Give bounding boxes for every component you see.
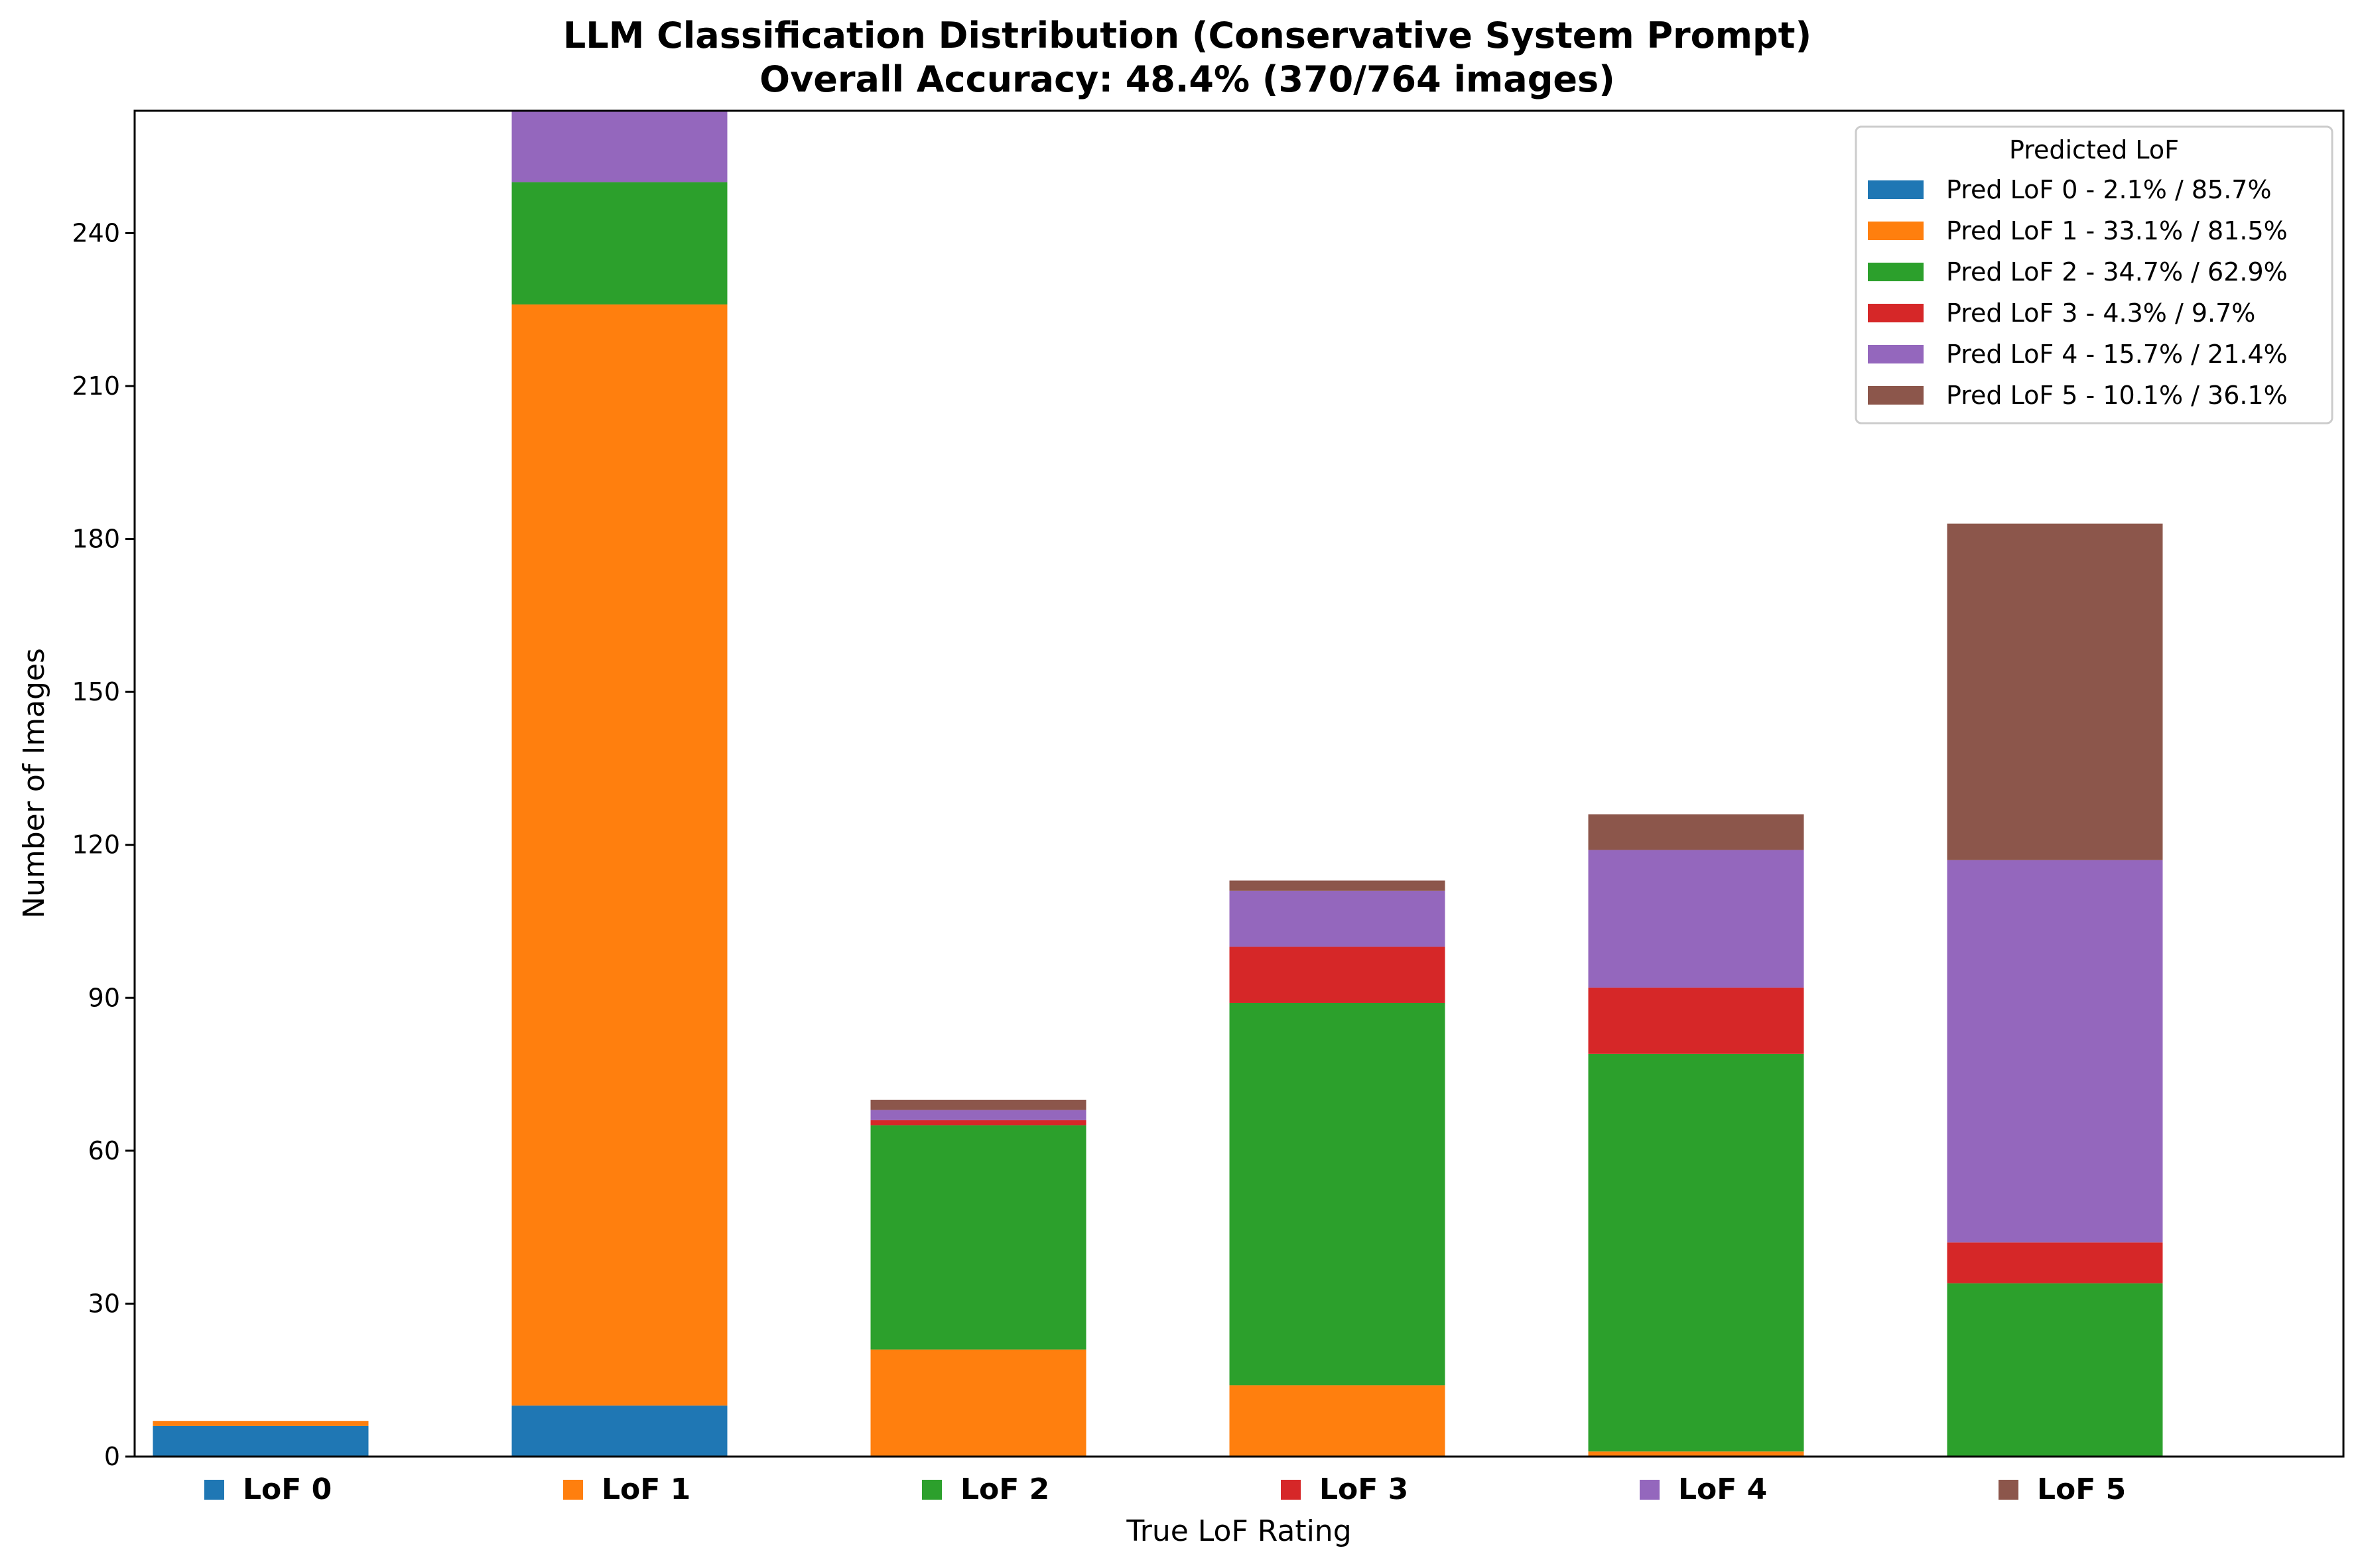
x-category-swatch-lof-1 [563,1480,583,1500]
bar-segment-lof-4-pred-3 [1588,987,1804,1054]
y-axis-label: Number of Images [17,648,51,919]
y-tick-label: 30 [88,1289,120,1318]
legend-label-pred-lof-1: Pred LoF 1 - 33.1% / 81.5% [1946,216,2288,245]
bar-segment-lof-3-pred-1 [1229,1385,1445,1457]
bar-segment-lof-0-pred-0 [153,1425,369,1457]
bar-segment-lof-5-pred-2 [1947,1283,2163,1457]
y-tick-label: 240 [72,218,120,247]
x-category-swatch-lof-3 [1281,1480,1301,1500]
bar-segment-lof-2-pred-5 [870,1100,1086,1110]
legend-label-pred-lof-5: Pred LoF 5 - 10.1% / 36.1% [1946,381,2288,410]
legend-swatch-pred-lof-1 [1868,222,1924,240]
x-category-swatch-lof-2 [922,1480,942,1500]
bar-segment-lof-4-pred-4 [1588,850,1804,988]
x-tick-label-lof-5: LoF 5 [2037,1472,2126,1506]
chart-title: LLM Classification Distribution (Conserv… [563,15,1811,56]
x-tick-label-lof-3: LoF 3 [1319,1472,1408,1506]
legend-label-pred-lof-0: Pred LoF 0 - 2.1% / 85.7% [1946,175,2272,204]
y-tick-label: 210 [72,371,120,401]
x-category-swatch-lof-5 [1999,1480,2018,1500]
plot-frame [133,109,2345,1458]
y-tick-label: 150 [72,677,120,706]
x-tick-label-lof-1: LoF 1 [602,1472,690,1506]
legend-swatch-pred-lof-4 [1868,345,1924,363]
bar-segment-lof-2-pred-3 [870,1120,1086,1126]
bars-layer [153,111,2163,1457]
bar-segment-lof-2-pred-2 [870,1125,1086,1350]
y-tick-label: 0 [104,1442,120,1471]
bar-segment-lof-1-pred-4 [511,111,728,182]
bar-segment-lof-1-pred-2 [511,182,728,305]
x-category-swatch-lof-4 [1640,1480,1660,1500]
bar-segment-lof-5-pred-3 [1947,1242,2163,1283]
legend: Predicted LoF Pred LoF 0 - 2.1% / 85.7% Pr… [1855,125,2333,425]
legend-label-pred-lof-4: Pred LoF 4 - 15.7% / 21.4% [1946,340,2288,369]
bar-segment-lof-4-pred-1 [1588,1451,1804,1457]
y-tick-label: 90 [88,983,120,1012]
bar-segment-lof-4-pred-2 [1588,1053,1804,1452]
x-tick-label-lof-4: LoF 4 [1678,1472,1767,1506]
legend-swatch-pred-lof-5 [1868,386,1924,405]
x-axis: LoF 0 LoF 1 LoF 2 LoF 3 LoF 4 LoF 5 [204,1472,2126,1506]
legend-title: Predicted LoF [2009,135,2179,164]
legend-swatch-pred-lof-0 [1868,180,1924,199]
chart-subtitle: Overall Accuracy: 48.4% (370/764 images) [759,58,1615,100]
legend-label-pred-lof-2: Pred LoF 2 - 34.7% / 62.9% [1946,257,2288,287]
bar-segment-lof-1-pred-1 [511,304,728,1406]
bar-segment-lof-5-pred-5 [1947,523,2163,860]
bar-segment-lof-2-pred-4 [870,1110,1086,1120]
legend-label-pred-lof-3: Pred LoF 3 - 4.3% / 9.7% [1946,298,2255,328]
bar-segment-lof-3-pred-5 [1229,880,1445,891]
legend-box [1855,125,2333,425]
x-tick-label-lof-2: LoF 2 [960,1472,1049,1506]
bar-segment-lof-1-pred-0 [511,1405,728,1457]
bar-segment-lof-4-pred-5 [1588,814,1804,850]
y-tick-label: 60 [88,1136,120,1165]
bar-segment-lof-3-pred-4 [1229,890,1445,947]
x-axis-label: True LoF Rating [1126,1514,1351,1548]
x-category-swatch-lof-0 [204,1480,224,1500]
x-tick-label-lof-0: LoF 0 [243,1472,332,1506]
bar-segment-lof-2-pred-1 [870,1349,1086,1457]
bar-segment-lof-0-pred-1 [153,1421,369,1426]
y-axis: 0 30 60 90 120 150 180 210 240 [72,218,135,1471]
legend-swatch-pred-lof-3 [1868,304,1924,322]
y-tick-label: 180 [72,525,120,554]
y-tick-label: 120 [72,830,120,860]
bar-segment-lof-3-pred-3 [1229,947,1445,1003]
legend-swatch-pred-lof-2 [1868,263,1924,281]
bar-segment-lof-3-pred-2 [1229,1002,1445,1386]
bar-segment-lof-5-pred-4 [1947,860,2163,1243]
